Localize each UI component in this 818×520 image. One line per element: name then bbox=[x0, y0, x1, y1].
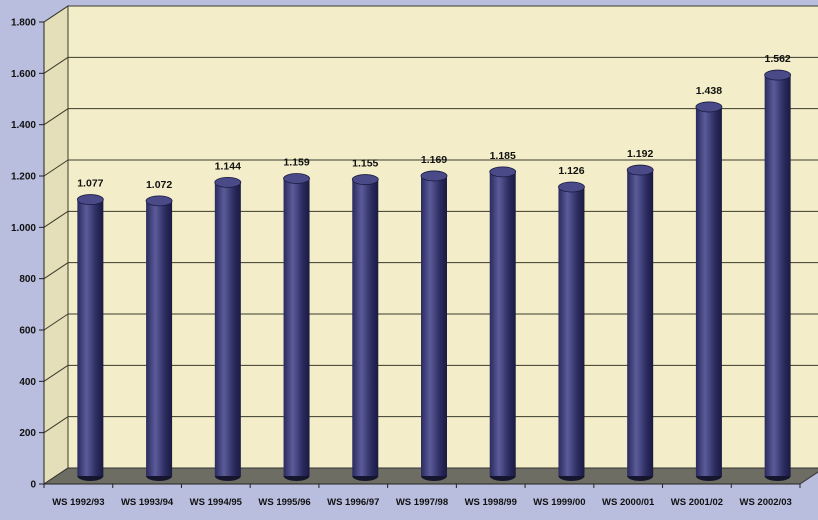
bar-top bbox=[420, 170, 448, 182]
data-label: 1.072 bbox=[146, 179, 172, 191]
bar-body bbox=[421, 175, 447, 476]
y-tick-label: 200 bbox=[19, 428, 36, 439]
data-label: 1.077 bbox=[77, 178, 103, 190]
bar-top bbox=[214, 176, 242, 188]
side-wall bbox=[43, 5, 69, 485]
data-label: 1.192 bbox=[627, 148, 653, 160]
bar-body bbox=[283, 178, 310, 477]
bar-body bbox=[214, 182, 241, 476]
x-tick-label: WS 2002/03 bbox=[739, 497, 791, 508]
bar bbox=[489, 166, 517, 481]
bar-top bbox=[695, 101, 723, 113]
data-label: 1.159 bbox=[283, 157, 309, 169]
gridline-side bbox=[43, 262, 69, 280]
axes bbox=[39, 21, 801, 488]
x-tick-label: WS 1998/99 bbox=[465, 497, 517, 508]
bar-top bbox=[558, 181, 585, 193]
gridline-side bbox=[43, 416, 69, 434]
data-label: 1.144 bbox=[215, 160, 241, 172]
bar-body bbox=[77, 199, 104, 476]
data-label: 1.438 bbox=[696, 85, 722, 97]
gridline-side bbox=[43, 159, 69, 177]
tick-labels: 0 200 400 600 800 1.000 1.200 1.400 1.600 1.800 WS… bbox=[11, 18, 792, 509]
x-tick-label: WS 1992/93 bbox=[52, 497, 104, 508]
gridline-side bbox=[43, 5, 69, 23]
bars bbox=[76, 69, 792, 481]
bar bbox=[145, 195, 173, 481]
data-label: 1.185 bbox=[490, 150, 516, 162]
data-labels: 1.077 1.072 1.144 1.159 1.155 1.169 1.185 1.126… bbox=[77, 53, 791, 191]
gridline-side bbox=[43, 108, 69, 126]
gridline-side bbox=[43, 364, 69, 382]
y-tick-label: 1.400 bbox=[11, 120, 36, 131]
gridline-side bbox=[43, 56, 69, 74]
x-tick-label: WS 1994/95 bbox=[190, 497, 243, 508]
x-tick-label: WS 1995/96 bbox=[258, 497, 310, 508]
y-tick-label: 600 bbox=[19, 326, 36, 337]
bar-top bbox=[351, 174, 379, 185]
bar bbox=[76, 194, 104, 481]
bar-body bbox=[695, 106, 722, 476]
bar-top bbox=[76, 194, 104, 205]
x-tick-label: WS 1999/00 bbox=[533, 497, 585, 508]
bar bbox=[420, 170, 448, 481]
bar bbox=[558, 181, 585, 481]
x-tick-label: WS 2000/01 bbox=[602, 497, 655, 508]
bar-top bbox=[283, 173, 310, 184]
y-tick-label: 1.200 bbox=[11, 172, 36, 183]
bar bbox=[626, 164, 654, 481]
bar-top bbox=[145, 195, 173, 207]
y-tick-label: 0 bbox=[30, 480, 36, 491]
x-tick-label: WS 2001/02 bbox=[671, 497, 723, 508]
bar-body bbox=[489, 171, 516, 476]
x-tick-label: WS 1993/94 bbox=[121, 497, 174, 508]
bar-body bbox=[558, 186, 585, 476]
bar-body bbox=[352, 179, 379, 477]
y-tick-label: 800 bbox=[19, 274, 36, 285]
y-tick-label: 1.600 bbox=[11, 69, 36, 80]
data-label: 1.562 bbox=[764, 53, 790, 65]
x-tick-label: WS 1996/97 bbox=[327, 497, 379, 508]
bar-body bbox=[146, 200, 173, 476]
bar-body bbox=[764, 75, 791, 476]
bar-top bbox=[626, 164, 654, 176]
gridline-side bbox=[43, 313, 69, 331]
y-tick-label: 1.000 bbox=[11, 223, 36, 234]
data-label: 1.155 bbox=[352, 158, 378, 170]
y-tick-label: 1.800 bbox=[11, 18, 36, 29]
data-label: 1.169 bbox=[421, 154, 447, 166]
bar-body bbox=[627, 170, 654, 476]
bar bbox=[283, 173, 310, 481]
bar-top bbox=[764, 69, 792, 81]
bar-top bbox=[489, 166, 517, 178]
bar bbox=[214, 176, 242, 481]
bar bbox=[764, 69, 792, 481]
x-tick-label: WS 1997/98 bbox=[396, 497, 448, 508]
bar bbox=[351, 174, 379, 481]
data-label: 1.126 bbox=[558, 165, 584, 177]
y-tick-label: 400 bbox=[19, 377, 36, 388]
gridline-side bbox=[43, 210, 69, 228]
bar bbox=[695, 101, 723, 481]
